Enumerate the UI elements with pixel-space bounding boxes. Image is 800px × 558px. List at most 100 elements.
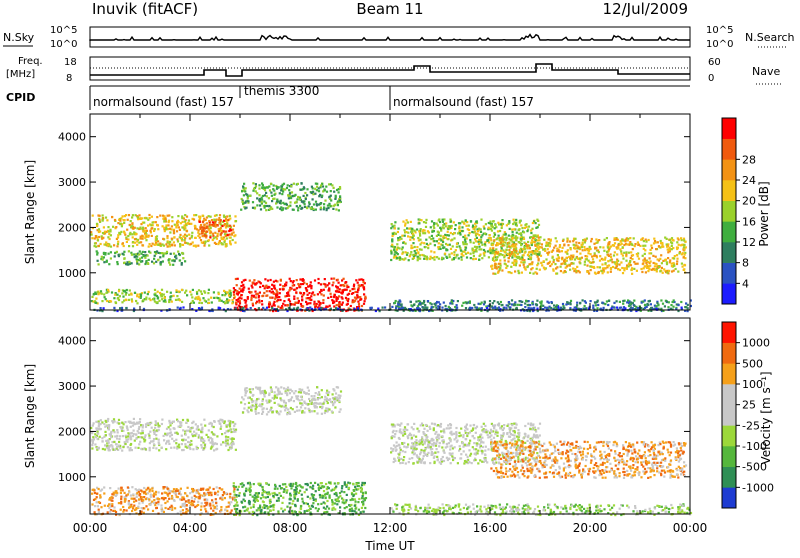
data-cell: [312, 198, 314, 200]
data-cell: [326, 505, 328, 507]
data-cell: [126, 427, 128, 429]
data-cell: [158, 449, 160, 451]
data-cell: [630, 257, 632, 259]
data-cell: [225, 436, 227, 438]
data-cell: [560, 270, 562, 272]
data-cell: [176, 295, 178, 297]
data-cell: [683, 269, 685, 271]
data-cell: [524, 261, 526, 263]
data-cell: [456, 246, 458, 248]
data-cell: [132, 227, 134, 229]
data-cell: [508, 220, 510, 222]
data-cell: [453, 237, 455, 239]
data-cell: [140, 241, 142, 243]
data-cell: [279, 192, 281, 194]
data-cell: [457, 300, 459, 302]
data-cell: [164, 492, 166, 494]
data-cell: [106, 300, 108, 302]
data-cell: [664, 237, 666, 239]
data-cell: [177, 251, 179, 253]
data-cell: [148, 246, 150, 248]
data-cell: [175, 289, 177, 291]
data-cell: [104, 505, 106, 507]
data-cell: [91, 493, 93, 495]
data-cell: [191, 422, 193, 424]
data-cell: [537, 220, 539, 222]
data-cell: [413, 235, 415, 237]
data-cell: [593, 243, 595, 245]
data-cell: [289, 193, 291, 195]
data-cell: [457, 232, 459, 234]
data-cell: [124, 501, 126, 503]
data-cell: [406, 227, 408, 229]
data-cell: [341, 490, 343, 492]
data-cell: [363, 511, 365, 513]
data-cell: [233, 297, 235, 299]
data-cell: [390, 259, 392, 261]
data-cell: [233, 225, 235, 227]
data-cell: [610, 245, 612, 247]
data-cell: [289, 288, 291, 290]
data-cell: [271, 208, 273, 210]
data-cell: [520, 304, 522, 306]
data-cell: [153, 499, 155, 501]
data-cell: [545, 258, 547, 260]
data-cell: [410, 304, 412, 306]
data-cell: [607, 260, 609, 262]
data-cell: [253, 506, 255, 508]
data-cell: [130, 438, 132, 440]
data-cell: [276, 294, 278, 296]
data-cell: [154, 255, 156, 257]
data-cell: [567, 302, 569, 304]
data-cell: [190, 302, 192, 304]
data-cell: [634, 245, 636, 247]
data-cell: [523, 238, 525, 240]
data-cell: [437, 246, 439, 248]
data-cell: [629, 303, 631, 305]
data-cell: [560, 263, 562, 265]
data-cell: [181, 435, 183, 437]
data-cell: [601, 263, 603, 265]
data-cell: [153, 230, 155, 232]
data-cell: [240, 297, 242, 299]
data-cell: [432, 237, 434, 239]
data-cell: [358, 303, 360, 305]
data-cell: [453, 258, 455, 260]
data-cell: [489, 221, 491, 223]
data-cell: [93, 438, 95, 440]
data-cell: [219, 497, 221, 499]
data-cell: [104, 253, 106, 255]
data-cell: [519, 221, 521, 223]
data-cell: [433, 227, 435, 229]
data-cell: [542, 249, 544, 251]
data-cell: [277, 306, 279, 308]
data-cell: [505, 307, 507, 309]
data-cell: [353, 285, 355, 287]
data-cell: [249, 280, 251, 282]
data-cell: [169, 245, 171, 247]
data-cell: [492, 247, 494, 249]
data-cell: [126, 229, 128, 231]
data-cell: [233, 428, 235, 430]
data-cell: [449, 302, 451, 304]
data-cell: [161, 419, 163, 421]
data-cell: [131, 262, 133, 264]
data-cell: [132, 425, 134, 427]
data-cell: [162, 238, 164, 240]
data-cell: [228, 299, 230, 301]
data-cell: [118, 488, 120, 490]
data-cell: [449, 227, 451, 229]
data-cell: [467, 228, 469, 230]
data-cell: [625, 251, 627, 253]
data-cell: [219, 422, 221, 424]
data-cell: [265, 285, 267, 287]
data-cell: [610, 267, 612, 269]
data-cell: [118, 290, 120, 292]
data-cell: [291, 191, 293, 193]
data-cell: [119, 220, 121, 222]
data-cell: [169, 231, 171, 233]
data-cell: [184, 492, 186, 494]
data-cell: [597, 241, 599, 243]
data-cell: [207, 227, 209, 229]
data-cell: [154, 294, 156, 296]
